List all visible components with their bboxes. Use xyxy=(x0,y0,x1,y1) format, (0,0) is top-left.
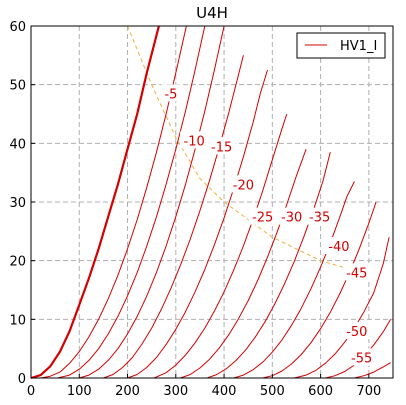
series-curve xyxy=(79,25,225,379)
y-tick-label: 0 xyxy=(18,372,26,387)
legend-entry-hv1-i: HV1_I xyxy=(340,39,377,54)
curve-label: -25 xyxy=(252,211,273,226)
curve-labels: -5 -10 -15 -20 -25 -30 -35 -40 -45 -50 -55 xyxy=(160,84,376,366)
x-tick-label: 500 xyxy=(260,384,285,399)
curve-label-bg xyxy=(180,131,209,149)
plate-curves xyxy=(30,25,392,380)
series-curve xyxy=(293,237,390,379)
curve-label-bg xyxy=(248,207,277,225)
load-line-path xyxy=(127,25,370,276)
curve-label: -10 xyxy=(184,134,205,149)
curve-label: -5 xyxy=(164,87,177,102)
series-curve xyxy=(233,181,355,379)
x-tick-label: 300 xyxy=(163,384,188,399)
series-curve xyxy=(354,362,391,379)
curve-label-bg xyxy=(229,175,258,193)
curve-label: -30 xyxy=(281,211,302,226)
curve-label: -20 xyxy=(233,178,254,193)
curve-label: -45 xyxy=(346,266,367,281)
series-curve xyxy=(40,25,187,379)
series-curve xyxy=(153,113,288,379)
series-curve xyxy=(103,55,244,379)
y-tick-label: 20 xyxy=(9,255,26,270)
legend: HV1_I xyxy=(296,32,386,59)
load-line xyxy=(127,25,370,276)
curve-label-bg xyxy=(160,84,181,102)
x-tick-label: 0 xyxy=(27,384,35,399)
curve-label: -50 xyxy=(346,325,367,340)
y-tick-label: 30 xyxy=(9,196,26,211)
curve-label: -35 xyxy=(309,211,330,226)
x-tick-label: 200 xyxy=(115,384,140,399)
y-tick-label: 50 xyxy=(9,79,26,94)
curve-label-bg xyxy=(342,322,371,340)
series-curve xyxy=(30,25,160,380)
curve-label: -40 xyxy=(328,240,349,255)
x-tick-label: 600 xyxy=(308,384,333,399)
curve-label: -15 xyxy=(211,140,232,155)
curve-label-bg xyxy=(342,263,371,281)
series-curve xyxy=(262,201,377,379)
curve-label-bg xyxy=(277,207,306,225)
y-tick-label: 40 xyxy=(9,137,26,152)
x-tick-label: 400 xyxy=(212,384,237,399)
chart-title: U4H xyxy=(196,4,228,22)
x-tick-label: 100 xyxy=(67,384,92,399)
x-tick-label: 700 xyxy=(356,384,381,399)
y-tick-label: 60 xyxy=(9,20,26,35)
curve-label-bg xyxy=(207,137,236,155)
curve-label: -55 xyxy=(351,351,372,366)
series-curve xyxy=(127,69,268,379)
y-tick-label: 10 xyxy=(9,313,26,328)
axis-ticks: 0 100 200 300 400 500 600 700 0 10 20 30 40 50 60 xyxy=(9,20,381,399)
series-curve xyxy=(57,25,206,379)
curve-label-bg xyxy=(305,207,334,225)
curve-label-bg xyxy=(347,348,376,366)
curve-label-bg xyxy=(324,237,353,254)
